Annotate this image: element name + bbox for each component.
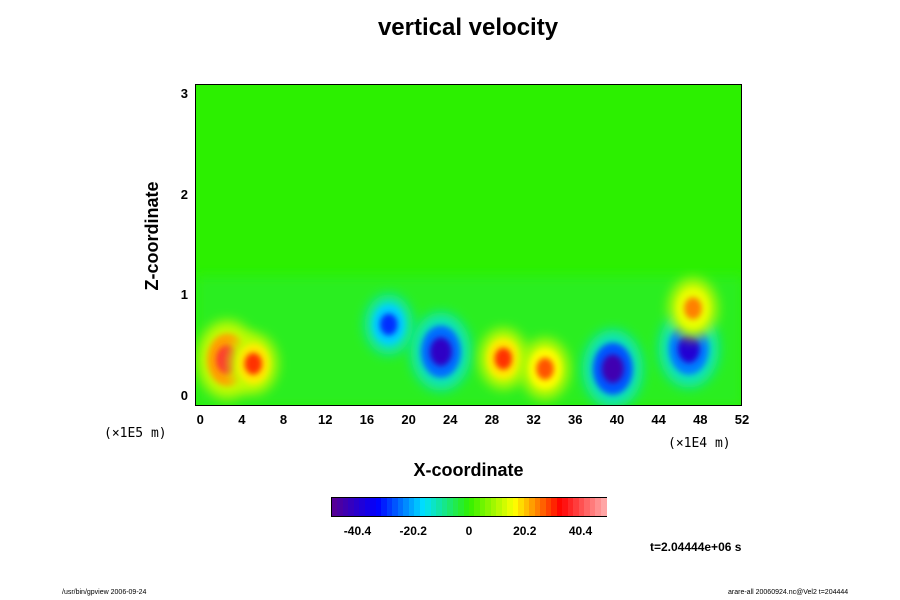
colorbar-tick-label: 0: [465, 524, 473, 538]
cell-downdraft-5: [582, 329, 643, 405]
colorbar-tick-label: -20.2: [399, 524, 427, 538]
x-scale-note: (×1E4 m): [668, 436, 731, 451]
colorbar-segment: [353, 498, 361, 516]
colorbar-segment: [447, 498, 454, 516]
cell-downdraft-7: [364, 294, 413, 355]
colorbar-tick-label: 40.4: [568, 524, 593, 538]
colorbar-segment: [589, 498, 597, 516]
colorbar-segment: [397, 498, 405, 516]
colorbar-segment: [408, 498, 416, 516]
colorbar: [331, 497, 608, 517]
plot-area: [195, 84, 742, 406]
colorbar-segment: [414, 498, 421, 516]
colorbar-segment: [562, 498, 569, 516]
colorbar-segment: [556, 498, 564, 516]
y-scale-note: (×1E5 m): [104, 426, 167, 441]
cell-level-2: [244, 352, 263, 375]
x-tick-label: 36: [568, 412, 583, 427]
colorbar-segment: [463, 498, 471, 516]
cell-level-2: [429, 337, 452, 366]
colorbar-segment: [430, 498, 438, 516]
colorbar-segment: [332, 498, 339, 516]
cell-level-2: [684, 297, 702, 320]
x-tick-label: 20: [401, 412, 416, 427]
colorbar-segment: [436, 498, 443, 516]
colorbar-segment: [578, 498, 586, 516]
cell-level-2: [601, 354, 624, 384]
colorbar-segment: [529, 498, 536, 516]
cell-level-2: [494, 347, 513, 370]
colorbar-segment: [381, 498, 388, 516]
x-tick-label: 32: [526, 412, 541, 427]
colorbar-segment: [419, 498, 427, 516]
colorbar-segment: [490, 498, 498, 516]
colorbar-tick-label: -40.4: [343, 524, 372, 538]
colorbar-segment: [403, 498, 410, 516]
colorbar-segment: [512, 498, 520, 516]
colorbar-segment: [375, 498, 383, 516]
colorbar-segment: [545, 498, 553, 516]
colorbar-segment: [441, 498, 449, 516]
colorbar-segment: [479, 498, 487, 516]
colorbar-segment: [370, 498, 377, 516]
y-tick-label: 3: [180, 86, 188, 102]
footer-left: /usr/bin/gpview 2006-09-24: [62, 589, 147, 596]
x-tick-label: 8: [279, 412, 288, 427]
x-axis-label: X-coordinate: [413, 460, 524, 480]
time-label: t=2.04444e+06 s: [650, 540, 742, 554]
colorbar-segment: [386, 498, 394, 516]
colorbar-segment: [584, 498, 591, 516]
colorbar-segment: [573, 498, 580, 516]
y-tick-label: 0: [180, 387, 188, 403]
colorbar-segment: [364, 498, 372, 516]
cell-level-2: [536, 357, 554, 380]
colorbar-segment: [551, 498, 558, 516]
cell-downdraft-2: [410, 312, 471, 391]
cell-updraft-3: [479, 328, 528, 389]
colorbar-segment: [485, 498, 492, 516]
cell-level-2: [379, 313, 398, 336]
x-tick-label: 4: [238, 412, 246, 427]
colorbar-segment: [600, 498, 608, 516]
x-tick-label: 28: [484, 412, 500, 427]
colorbar-segment: [474, 498, 482, 516]
colorbar-segment: [496, 498, 503, 516]
colorbar-segment: [518, 498, 525, 516]
colorbar-segment: [595, 498, 602, 516]
colorbar-segment: [458, 498, 465, 516]
x-tick-label: 12: [318, 412, 333, 427]
cell-level-2: [677, 334, 700, 363]
x-tick-label: 0: [196, 412, 204, 427]
colorbar-segment: [469, 498, 476, 516]
colorbar-segment: [534, 498, 542, 516]
x-tick-label: 40: [609, 412, 625, 427]
velocity-field: [196, 276, 741, 405]
colorbar-segment: [359, 498, 366, 516]
colorbar-segment: [501, 498, 509, 516]
cell-updraft-4: [521, 338, 570, 399]
x-tick-label: 16: [359, 412, 375, 427]
colorbar-segment: [540, 498, 547, 516]
x-tick-label: 48: [693, 412, 708, 427]
x-tick-label: 44: [651, 412, 666, 427]
colorbar-segment: [567, 498, 575, 516]
y-tick-label: 1: [180, 287, 188, 303]
colorbar-tick-label: 20.2: [513, 524, 537, 538]
y-axis-label: Z-coordinate: [142, 181, 162, 291]
colorbar-segment: [337, 498, 345, 516]
y-tick-label: 2: [180, 186, 188, 202]
colorbar-segment: [348, 498, 355, 516]
colorbar-segment: [425, 498, 432, 516]
cell-updraft-1: [229, 333, 278, 394]
chart-title: vertical velocity: [377, 14, 559, 41]
footer-right: arare-all 20060924.nc@Vel2 t=204444: [728, 589, 849, 596]
colorbar-segment: [523, 498, 531, 516]
colorbar-segment: [507, 498, 514, 516]
x-tick-label: 24: [443, 412, 458, 427]
colorbar-segment: [452, 498, 460, 516]
colorbar-segment: [392, 498, 399, 516]
colorbar-segment: [342, 498, 350, 516]
x-tick-label: 52: [734, 412, 750, 427]
cell-updraft-8: [668, 278, 717, 339]
